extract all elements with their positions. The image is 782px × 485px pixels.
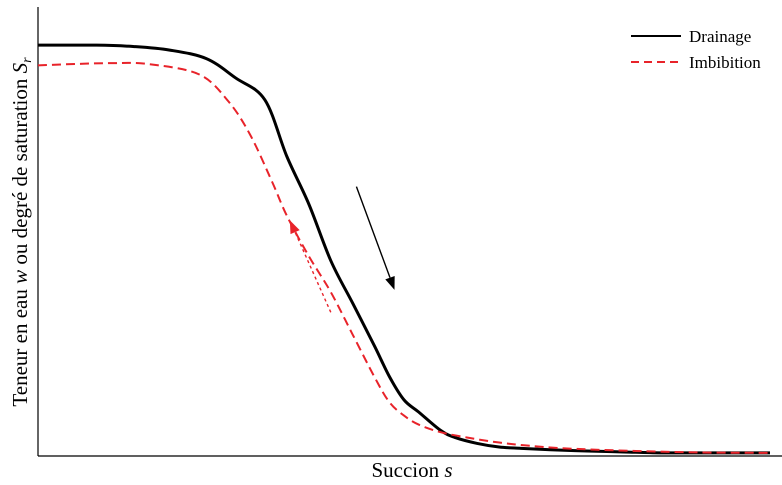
legend-label-drainage: Drainage	[689, 27, 751, 46]
legend: Drainage Imbibition	[631, 27, 761, 72]
y-axis-title: Teneur en eau w ou degré de saturation S…	[8, 57, 35, 407]
series-line-drainage	[37, 43, 770, 455]
series-layer	[37, 43, 771, 455]
arrow-shaft-imbibition	[294, 231, 332, 313]
axes	[37, 7, 782, 457]
arrow-head-down-icon	[385, 275, 395, 290]
x-axis-title: Succion s	[371, 458, 452, 482]
annotation-layer	[289, 186, 395, 313]
arrow-head-up-icon	[289, 220, 300, 235]
arrow-shaft-drainage	[355, 186, 391, 278]
legend-label-imbibition: Imbibition	[689, 53, 761, 72]
series-line-imbibition	[37, 61, 771, 454]
